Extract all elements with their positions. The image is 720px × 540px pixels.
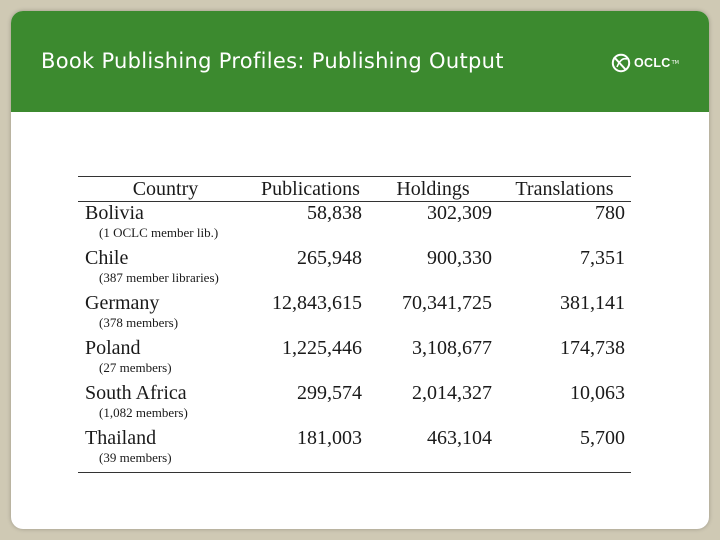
holdings-cell: 302,309 [427, 202, 492, 224]
country-name: South Africa [85, 382, 187, 404]
column-header-holdings: Holdings [396, 178, 470, 200]
translations-cell: 780 [595, 202, 625, 224]
country-cell: Poland (27 members) [78, 337, 253, 382]
holdings-cell: 3,108,677 [412, 337, 492, 359]
oclc-logo: OCLC TM [611, 50, 679, 76]
publications-cell: 12,843,615 [272, 292, 362, 314]
country-cell: Germany (378 members) [78, 292, 253, 337]
country-name: Poland [85, 337, 141, 359]
holdings-cell: 2,014,327 [412, 382, 492, 404]
member-note: (39 members) [99, 450, 172, 465]
publishing-output-table: Country Publications Holdings Translatio… [78, 176, 631, 473]
slide: Book Publishing Profiles: Publishing Out… [11, 11, 709, 529]
holdings-cell: 463,104 [427, 427, 492, 449]
slide-title: Book Publishing Profiles: Publishing Out… [41, 49, 504, 73]
table-header-row: Country Publications Holdings Translatio… [78, 176, 631, 202]
translations-cell: 174,738 [560, 337, 625, 359]
country-name: Chile [85, 247, 129, 269]
country-cell: South Africa (1,082 members) [78, 382, 253, 427]
country-cell: Thailand (39 members) [78, 427, 253, 473]
table-row: Bolivia (1 OCLC member lib.) 58,838 302,… [78, 202, 631, 248]
country-name: Bolivia [85, 202, 144, 224]
header-bar: Book Publishing Profiles: Publishing Out… [11, 11, 709, 112]
holdings-cell: 900,330 [427, 247, 492, 269]
column-header-country: Country [132, 178, 199, 200]
table-row: South Africa (1,082 members) 299,574 2,0… [78, 382, 631, 427]
oclc-globe-icon [611, 53, 631, 73]
country-cell: Bolivia (1 OCLC member lib.) [78, 202, 253, 248]
table-row: Chile (387 member libraries) 265,948 900… [78, 247, 631, 292]
table-row: Germany (378 members) 12,843,615 70,341,… [78, 292, 631, 337]
publications-cell: 265,948 [297, 247, 362, 269]
member-note: (1,082 members) [99, 405, 188, 420]
holdings-cell: 70,341,725 [402, 292, 492, 314]
table-row: Poland (27 members) 1,225,446 3,108,677 … [78, 337, 631, 382]
member-note: (27 members) [99, 360, 172, 375]
publications-cell: 58,838 [307, 202, 362, 224]
publications-cell: 181,003 [297, 427, 362, 449]
translations-cell: 7,351 [580, 247, 625, 269]
country-cell: Chile (387 member libraries) [78, 247, 253, 292]
member-note: (378 members) [99, 315, 179, 330]
publications-cell: 299,574 [297, 382, 362, 404]
table-row: Thailand (39 members) 181,003 463,104 5,… [78, 427, 631, 473]
member-note: (1 OCLC member lib.) [99, 225, 219, 240]
translations-cell: 381,141 [560, 292, 625, 314]
column-header-publications: Publications [261, 178, 360, 200]
translations-cell: 10,063 [570, 382, 625, 404]
translations-cell: 5,700 [580, 427, 625, 449]
country-name: Germany [85, 292, 160, 314]
publications-cell: 1,225,446 [282, 337, 362, 359]
logo-trademark: TM [671, 60, 679, 66]
country-name: Thailand [85, 427, 157, 449]
logo-text: OCLC [634, 56, 671, 70]
column-header-translations: Translations [515, 178, 614, 200]
member-note: (387 member libraries) [99, 270, 219, 285]
